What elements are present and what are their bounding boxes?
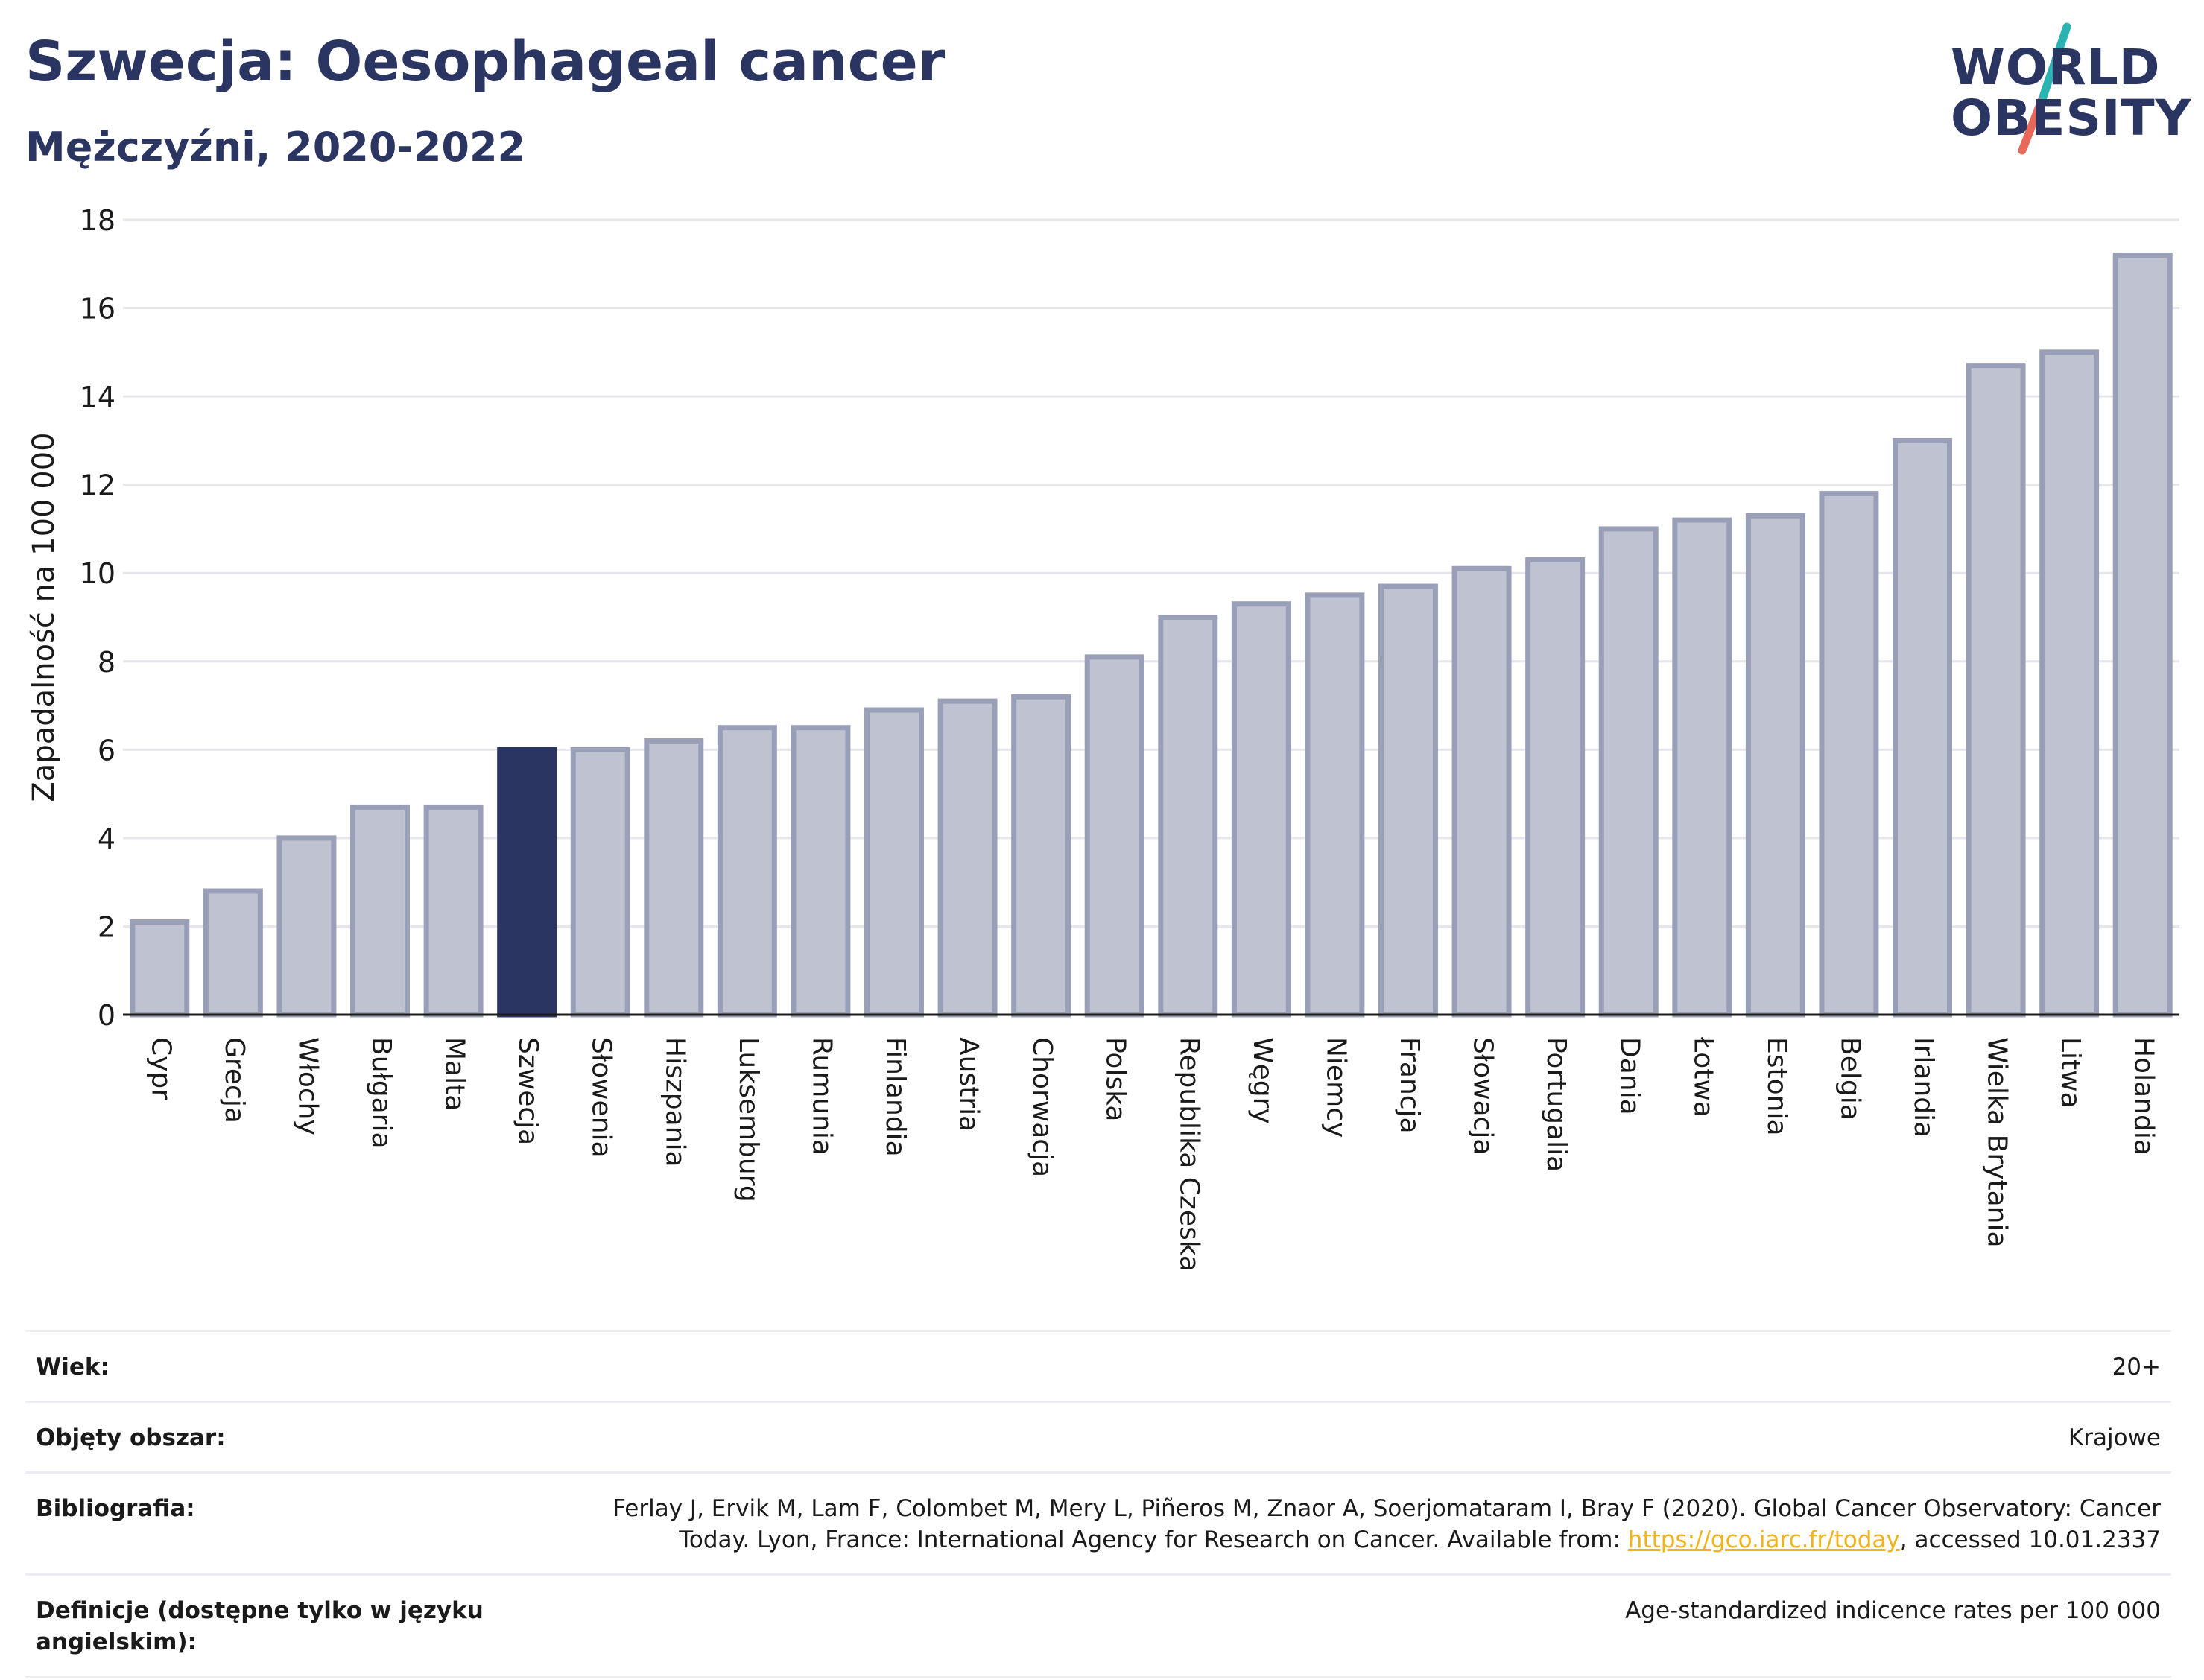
info-table: Wiek: 20+ Objęty obszar: Krajowe Bibliog… <box>25 1330 2171 1678</box>
x-tick-label: Węgry <box>1247 1037 1278 1124</box>
bar-szwecja <box>497 747 557 1018</box>
x-tick-label: Republika Czeska <box>1174 1037 1204 1272</box>
x-tick-label: Dania <box>1615 1037 1645 1115</box>
bar-chorwacja <box>1011 694 1071 1018</box>
x-tick-label: Litwa <box>2055 1037 2086 1109</box>
bar-cypr <box>130 919 190 1018</box>
y-tick-label: 4 <box>98 822 115 855</box>
bar-austria <box>937 698 998 1018</box>
y-tick-label: 6 <box>98 734 115 767</box>
bar-polska <box>1084 654 1144 1018</box>
bar-niemcy <box>1305 592 1365 1018</box>
y-tick-label: 16 <box>80 293 115 326</box>
bar-słowenia <box>570 747 630 1018</box>
y-axis-ticks: 0 2 4 6 8 10 12 14 16 18 <box>80 204 115 1032</box>
x-axis-labels: Cypr Grecja Włochy Bułgaria Malta Szwecja Słow… <box>145 1036 2159 1272</box>
y-tick-label: 2 <box>98 910 115 943</box>
bibliography-text: Ferlay J, Ervik M, Lam F, Colombet M, Me… <box>612 1495 2161 1553</box>
logo-text-obesity: OBESITY <box>1951 89 2192 147</box>
bar-estonia <box>1745 513 1805 1018</box>
bar-rumunia <box>791 725 851 1018</box>
bar-dania <box>1598 526 1659 1018</box>
bar-hiszpania <box>644 738 704 1018</box>
info-row-bibliography: Bibliografia: Ferlay J, Ervik M, Lam F, … <box>25 1474 2171 1576</box>
x-tick-label: Grecja <box>219 1037 250 1123</box>
bar-irlandia <box>1893 437 1952 1018</box>
bar-francja <box>1378 583 1438 1018</box>
bar-holandia <box>2112 252 2173 1018</box>
bar-łotwa <box>1672 517 1732 1018</box>
chart-subtitle: Mężczyźni, 2020-2022 <box>25 124 526 171</box>
x-tick-label: Wielka Brytania <box>1982 1037 2013 1248</box>
bar-węgry <box>1231 601 1291 1018</box>
bar-malta <box>423 804 484 1018</box>
x-tick-label: Niemcy <box>1320 1037 1351 1138</box>
coverage-label: Objęty obszar: <box>36 1424 226 1451</box>
x-tick-label: Portugalia <box>1541 1037 1571 1172</box>
info-row-age: Wiek: 20+ <box>25 1332 2171 1403</box>
x-tick-label: Cypr <box>145 1037 176 1100</box>
x-tick-label: Hiszpania <box>659 1037 690 1167</box>
y-axis-label: Zapadalność na 100 000 <box>27 432 61 802</box>
bibliography-accessed: , accessed 10.01.2337 <box>1899 1527 2161 1553</box>
x-tick-label: Malta <box>440 1037 470 1111</box>
bibliography-link[interactable]: https://gco.iarc.fr/today <box>1627 1527 1900 1553</box>
x-tick-label: Chorwacja <box>1027 1037 1057 1177</box>
chart-bars <box>130 252 2173 1018</box>
definitions-value: Age-standardized indicence rates per 100… <box>1625 1597 2161 1624</box>
bar-litwa <box>2039 349 2100 1018</box>
bar-luksemburg <box>717 725 777 1018</box>
bar-grecja <box>203 888 263 1018</box>
bar-bułgaria <box>350 804 410 1018</box>
info-row-coverage: Objęty obszar: Krajowe <box>25 1403 2171 1474</box>
definitions-label: Definicje (dostępne tylko w języku angie… <box>36 1597 484 1655</box>
x-tick-label: Szwecja <box>513 1037 543 1145</box>
x-tick-label: Słowacja <box>1468 1037 1498 1155</box>
bibliography-label: Bibliografia: <box>36 1495 195 1522</box>
y-tick-label: 10 <box>80 557 115 590</box>
x-tick-label: Belgia <box>1834 1037 1865 1120</box>
x-tick-label: Rumunia <box>806 1037 837 1156</box>
bar-słowacja <box>1451 565 1512 1018</box>
x-tick-label: Włochy <box>292 1037 323 1135</box>
age-value: 20+ <box>2112 1354 2161 1381</box>
x-tick-label: Finlandia <box>880 1037 911 1157</box>
bibliography-value: Ferlay J, Ervik M, Lam F, Colombet M, Me… <box>542 1493 2161 1556</box>
x-tick-label: Estonia <box>1761 1037 1792 1136</box>
x-tick-label: Słowenia <box>586 1037 617 1158</box>
y-tick-label: 8 <box>98 646 115 679</box>
coverage-value: Krajowe <box>2068 1424 2161 1451</box>
bar-finlandia <box>864 707 924 1018</box>
x-tick-label: Łotwa <box>1688 1036 1718 1118</box>
logo-text-world: WORLD <box>1951 39 2161 96</box>
logo-slash-icon <box>2018 22 2071 155</box>
x-tick-label: Luksemburg <box>733 1037 764 1202</box>
x-tick-label: Polska <box>1101 1037 1131 1121</box>
chart-title: Szwecja: Oesophageal cancer <box>25 30 946 94</box>
age-label: Wiek: <box>36 1354 110 1381</box>
bar-wielka-brytania <box>1966 363 2026 1018</box>
x-tick-label: Irlandia <box>1908 1037 1939 1138</box>
y-tick-label: 18 <box>80 204 115 237</box>
info-row-definitions: Definicje (dostępne tylko w języku angie… <box>25 1576 2171 1678</box>
x-tick-label: Austria <box>954 1037 984 1132</box>
bar-chart: 0 2 4 6 8 10 12 14 16 18 Cypr Grecja Włochy Bułgaria… <box>27 204 2179 1272</box>
x-tick-label: Holandia <box>2129 1037 2159 1156</box>
bar-portugalia <box>1525 557 1586 1018</box>
x-tick-label: Bułgaria <box>366 1037 396 1149</box>
y-tick-label: 14 <box>80 381 115 413</box>
world-obesity-logo: WORLD OBESITY <box>1937 21 2191 162</box>
x-tick-label: Francja <box>1394 1037 1425 1134</box>
bar-włochy <box>276 835 337 1018</box>
bar-republika-czeska <box>1158 615 1218 1018</box>
y-tick-label: 0 <box>98 999 115 1032</box>
y-tick-label: 12 <box>80 469 115 502</box>
bar-belgia <box>1819 491 1879 1018</box>
